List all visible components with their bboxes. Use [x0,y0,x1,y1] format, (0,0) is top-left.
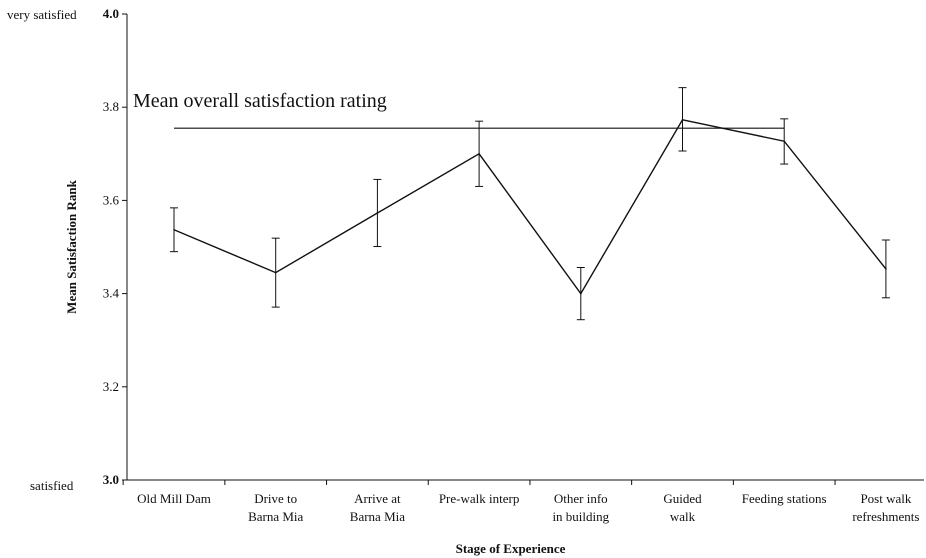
x-tick-label: Old Mill Dam [137,491,211,506]
y-extreme-label-top: very satisfied [7,7,77,22]
x-tick-label: Guided [663,491,702,506]
x-tick-label: Post walk [860,491,911,506]
x-axis-title: Stage of Experience [456,541,566,556]
data-point [376,212,379,214]
x-tick-label: in building [552,509,609,524]
data-point [478,153,480,155]
data-point [274,271,277,274]
x-tick-label: Other info [554,491,608,506]
data-point [580,292,582,295]
x-tick-label: Barna Mia [248,509,303,524]
reference-line-label: Mean overall satisfaction rating [133,90,387,112]
data-point [885,268,887,270]
x-tick-label: Drive to [254,491,297,506]
x-tick-label: Arrive at [354,491,401,506]
y-axis-title: Mean Satisfaction Rank [64,179,79,313]
data-point [681,118,684,121]
x-tick-label: Barna Mia [350,509,405,524]
x-tick-label: Feeding stations [742,491,827,506]
y-tick-label: 4.0 [103,6,119,21]
y-tick-label: 3.8 [103,99,119,114]
y-tick-label: 3.6 [103,192,120,207]
y-tick-label: 3.0 [103,472,119,487]
data-point [173,228,175,231]
series-line [173,118,887,295]
y-tick-label: 3.4 [103,286,120,301]
data-point [783,140,785,143]
y-extreme-label-bottom: satisfied [30,478,74,493]
x-tick-label: Pre-walk interp [439,491,520,506]
y-tick-label: 3.2 [103,379,119,394]
x-tick-label: refreshments [852,509,919,524]
x-tick-label: walk [670,509,696,524]
